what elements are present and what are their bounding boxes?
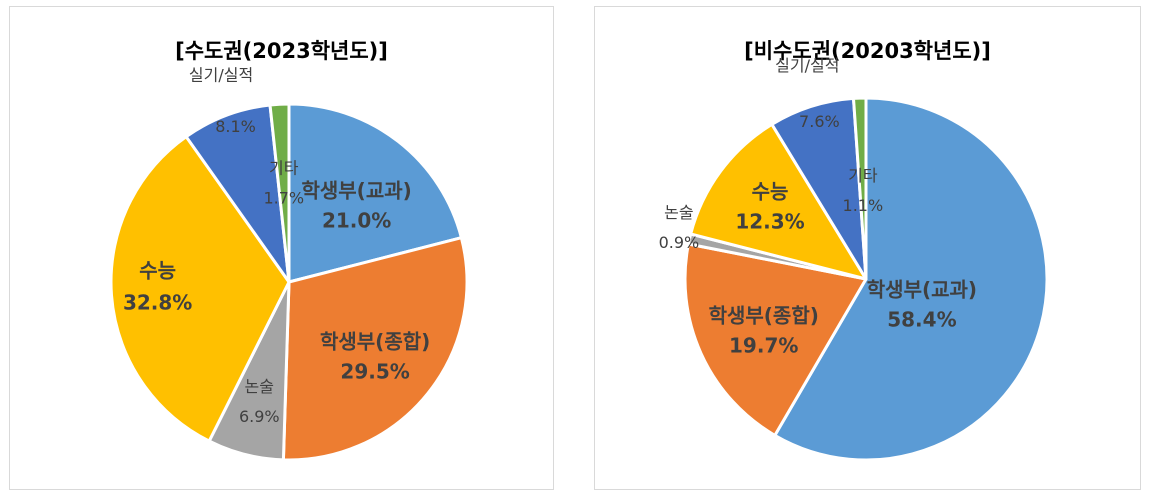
pie-slice xyxy=(268,102,291,284)
data-label-category: 논술 xyxy=(664,203,693,222)
data-label-value: 58.4% xyxy=(887,308,956,332)
chart-panel-non-capital: [비수도권(20203학년도)] 학생부(교과) 58.4% 학생부(종합) 19.7… xyxy=(594,6,1141,490)
pie-chart-non-capital: 학생부(교과) 58.4% 학생부(종합) 19.7% 논술 0.9% 수능 12.3% 실기/… xyxy=(659,56,1049,462)
pie-slice xyxy=(287,102,463,284)
pie-slice xyxy=(683,242,868,437)
pie-chart-capital: 학생부(교과) 21.0% 학생부(종합) 29.5% 논술 6.9% 수능 32.8% 실기/… xyxy=(109,66,469,462)
data-label-category: 수능 xyxy=(139,258,176,282)
data-label-category: 논술 xyxy=(245,377,274,396)
data-label-category: 학생부(교과) xyxy=(301,178,411,202)
pie-slice xyxy=(281,236,469,462)
pie-slice xyxy=(689,122,868,281)
data-label-value: 32.8% xyxy=(123,290,192,314)
data-label-category: 학생부(종합) xyxy=(709,304,819,328)
data-label-category: 학생부(종합) xyxy=(320,330,430,354)
data-label-value: 19.7% xyxy=(729,334,798,358)
data-label-value: 6.9% xyxy=(239,407,280,426)
data-label-value: 8.1% xyxy=(215,117,256,136)
data-label-category: 기타 xyxy=(848,166,878,185)
data-label-category: 수능 xyxy=(752,179,789,203)
data-label-value: 1.1% xyxy=(843,196,884,215)
pie-slice xyxy=(852,96,868,281)
pie-slice xyxy=(184,103,291,284)
pie-slice xyxy=(773,96,1049,462)
data-label-category: 학생부(교과) xyxy=(867,278,977,302)
data-label-value: 1.7% xyxy=(263,189,304,208)
data-label-value: 7.6% xyxy=(799,112,840,131)
pie-slice xyxy=(109,135,291,443)
chart-title: [비수도권(20203학년도)] xyxy=(744,39,991,63)
data-label-value: 0.9% xyxy=(659,233,700,252)
data-label-category: 실기/실적 xyxy=(189,66,253,85)
data-label-value: 29.5% xyxy=(340,360,409,384)
data-label-category: 기타 xyxy=(269,159,299,178)
chart-title: [수도권(2023학년도)] xyxy=(175,39,388,63)
data-label-value: 12.3% xyxy=(735,209,804,233)
data-label-value: 21.0% xyxy=(322,208,391,232)
chart-panel-capital: [수도권(2023학년도)] 학생부(교과) 21.0% 학생부(종합) 29.5% 논… xyxy=(9,6,554,490)
data-label-category: 실기/실적 xyxy=(775,56,839,75)
